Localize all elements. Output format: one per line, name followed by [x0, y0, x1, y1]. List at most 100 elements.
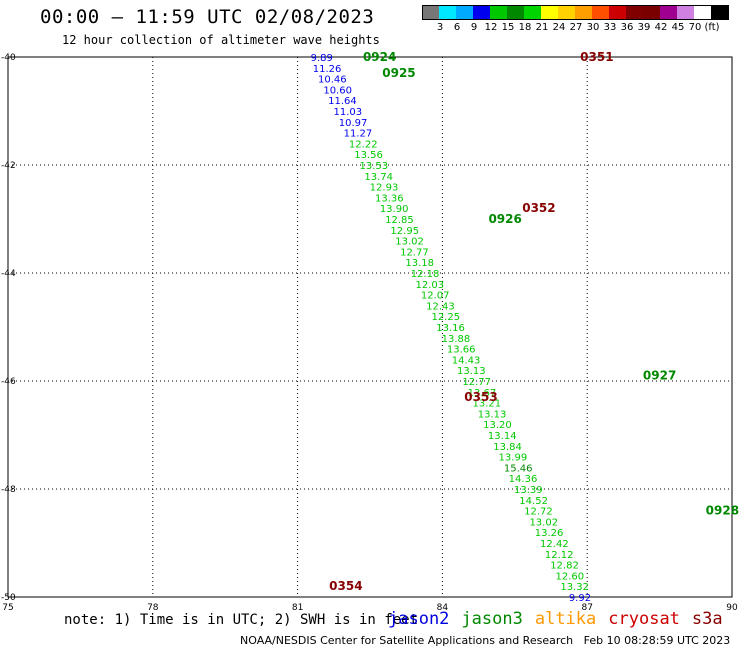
color-swatch	[694, 5, 711, 19]
swh-value-label: 10.60	[323, 85, 352, 96]
swh-value-label: 11.26	[313, 64, 342, 75]
swh-value-label: 13.99	[499, 453, 528, 464]
swh-value-label: 12.60	[556, 571, 585, 582]
swh-value-label: 12.77	[400, 247, 429, 258]
chart-subtitle: 12 hour collection of altimeter wave hei…	[62, 33, 380, 47]
legend-item-jason2: jason2	[388, 609, 450, 629]
y-tick-label: -42	[1, 161, 16, 171]
x-tick-label: 90	[726, 603, 738, 610]
color-scale-tick-label: 3	[436, 22, 444, 33]
swh-value-label: 12.07	[421, 291, 450, 302]
swh-value-label: 13.67	[468, 388, 497, 399]
color-scale-tick-label: 39	[637, 22, 651, 33]
swh-value-label: 12.03	[416, 280, 445, 291]
chart-title: 00:00 – 11:59 UTC 02/08/2023	[40, 6, 375, 28]
swh-value-label: 13.13	[478, 409, 507, 420]
swh-value-label: 14.36	[509, 474, 538, 485]
swh-value-label: 12.42	[540, 539, 569, 550]
color-swatch	[456, 5, 473, 19]
pass-time-label: 0354	[329, 579, 362, 593]
color-swatch	[592, 5, 609, 19]
color-scale-tick-label: 30	[586, 22, 600, 33]
color-scale-tick-label: 24	[552, 22, 566, 33]
swh-value-label: 12.77	[462, 377, 491, 388]
color-scale-tick-label: 27	[569, 22, 583, 33]
swh-value-label: 13.88	[442, 334, 471, 345]
pass-time-label: 0926	[488, 212, 521, 226]
swh-value-label: 11.03	[333, 107, 362, 118]
color-scale-tick-label: 9	[470, 22, 478, 33]
swh-value-label: 10.97	[339, 118, 368, 129]
swh-value-label: 12.25	[431, 312, 460, 323]
swh-value-label: 12.12	[545, 550, 574, 561]
swh-value-label: 13.90	[380, 204, 409, 215]
pass-time-label: 0353	[464, 390, 497, 404]
color-swatch	[473, 5, 490, 19]
pass-time-label: 0925	[382, 66, 415, 80]
satellite-legend: jason2 jason3 altika cryosat s3a	[388, 609, 735, 629]
color-scale-tick-label: 33	[603, 22, 617, 33]
swh-value-label: 12.82	[550, 561, 579, 572]
color-scale-tick-label: 70	[688, 22, 702, 33]
pass-time-label: 0927	[643, 369, 676, 383]
color-swatch	[643, 5, 660, 19]
color-swatch	[490, 5, 507, 19]
color-swatch	[422, 5, 439, 19]
swh-value-label: 13.36	[375, 193, 404, 204]
legend-item-s3a: s3a	[691, 609, 723, 629]
altimeter-plot: 75 78 81 84 87 90-40-42-44-46-48-509.8911.261…	[1, 50, 739, 610]
color-swatch	[626, 5, 643, 19]
color-swatch	[524, 5, 541, 19]
swh-value-label: 13.16	[436, 323, 465, 334]
color-scale-frame	[422, 5, 729, 20]
swh-value-label: 12.18	[411, 269, 440, 280]
color-scale-tick-label: 18	[518, 22, 532, 33]
y-tick-label: -40	[1, 53, 16, 63]
color-swatch	[677, 5, 694, 19]
swh-value-label: 12.22	[349, 139, 378, 150]
color-scale-tick-label: 6	[453, 22, 461, 33]
color-swatch	[507, 5, 524, 19]
x-tick-label: 87	[581, 603, 592, 610]
swh-value-label: 13.84	[493, 442, 522, 453]
color-swatch	[660, 5, 677, 19]
swh-value-label: 13.14	[488, 431, 517, 442]
swh-value-label: 12.43	[426, 301, 455, 312]
color-swatch	[541, 5, 558, 19]
y-tick-label: -48	[1, 485, 16, 495]
swh-value-label: 13.21	[472, 399, 501, 410]
swh-value-label: 9.89	[311, 53, 333, 64]
color-scale-tick-label: 45	[671, 22, 685, 33]
color-swatch	[711, 5, 728, 19]
legend-item-altika: altika	[534, 609, 597, 629]
swh-value-label: 11.27	[344, 129, 373, 140]
swh-value-label: 13.53	[360, 161, 389, 172]
color-scale-tick-label: 12	[484, 22, 498, 33]
swh-value-label: 9.92	[569, 593, 591, 604]
swh-value-label: 14.52	[519, 496, 548, 507]
color-scale-tick-label: 21	[535, 22, 549, 33]
pass-time-label: 0352	[522, 201, 555, 215]
color-scale-tick-label: (ft)	[704, 22, 720, 33]
color-swatch	[439, 5, 456, 19]
y-tick-label: -44	[1, 269, 16, 279]
y-tick-label: -46	[1, 377, 16, 387]
legend-item-jason3: jason3	[461, 609, 523, 629]
x-tick-label: 84	[437, 603, 449, 610]
swh-value-label: 12.93	[370, 183, 399, 194]
footer-note: note: 1) Time is in UTC; 2) SWH is in fe…	[64, 612, 419, 628]
pass-time-label: 0928	[706, 504, 739, 518]
swh-value-label: 13.02	[395, 237, 424, 248]
swh-value-label: 13.13	[457, 366, 486, 377]
plot-frame	[7, 56, 733, 598]
swh-value-label: 13.26	[535, 528, 564, 539]
color-swatch	[609, 5, 626, 19]
swh-value-label: 13.74	[364, 172, 393, 183]
swh-value-label: 12.85	[385, 215, 414, 226]
swh-value-label: 13.66	[447, 345, 476, 356]
y-tick-label: -50	[1, 593, 16, 603]
color-scale-tick-label: 15	[501, 22, 515, 33]
pass-time-label: 0351	[580, 50, 613, 64]
swh-value-label: 13.18	[405, 258, 434, 269]
swh-value-label: 13.32	[560, 582, 589, 593]
